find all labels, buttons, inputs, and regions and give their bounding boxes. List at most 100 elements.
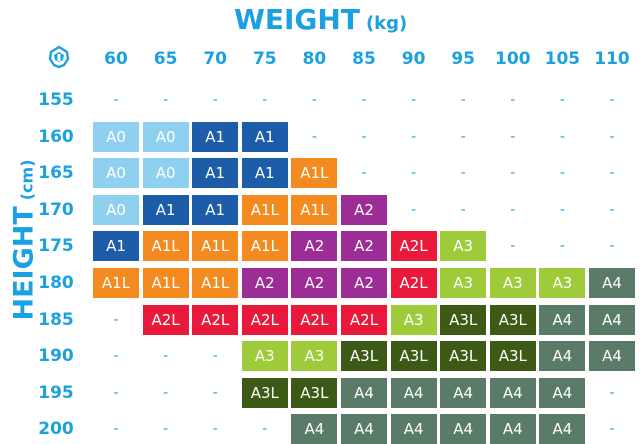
empty-cell: -	[460, 165, 466, 182]
size-cell-a3l: A3L	[341, 341, 387, 372]
size-cell-a2l: A2L	[390, 268, 437, 298]
size-cell-a3l: A3L	[440, 304, 487, 335]
size-cell-a3l: A3L	[489, 341, 536, 372]
size-cell-a4: A4	[489, 414, 536, 444]
size-cell-a2: A2	[341, 268, 387, 298]
weight-title: WEIGHT (kg)	[234, 2, 407, 38]
row-header-175: 175	[38, 236, 74, 257]
size-cell-a1: A1	[241, 158, 288, 189]
size-cell-a1l: A1L	[241, 194, 288, 225]
empty-cell: -	[609, 238, 615, 255]
empty-cell: -	[559, 165, 565, 182]
size-cell-a3l: A3L	[241, 377, 288, 408]
size-cell-a1l: A1L	[142, 268, 189, 298]
row-header-170: 170	[38, 199, 74, 220]
size-cell-a3l: A3L	[291, 377, 338, 408]
empty-cell: -	[262, 421, 268, 438]
row-header-190: 190	[38, 346, 74, 367]
empty-cell: -	[559, 128, 565, 145]
empty-cell: -	[361, 165, 367, 182]
size-cell-a0: A0	[142, 158, 189, 189]
size-cell-a0: A0	[93, 121, 139, 152]
size-cell-a3: A3	[440, 231, 487, 262]
size-cell-a3: A3	[539, 268, 586, 298]
size-cell-a1l: A1L	[142, 231, 189, 262]
empty-cell: -	[411, 165, 417, 182]
empty-cell: -	[311, 92, 317, 108]
size-cell-a1: A1	[241, 121, 288, 152]
size-cell-a3: A3	[440, 268, 487, 298]
empty-cell: -	[113, 384, 119, 401]
size-cell-a4: A4	[291, 414, 338, 444]
empty-cell: -	[609, 165, 615, 182]
empty-cell: -	[113, 92, 119, 108]
size-cell-a4: A4	[539, 304, 586, 335]
row-header-160: 160	[38, 126, 74, 147]
size-cell-a1l: A1L	[192, 231, 239, 262]
size-cell-a0: A0	[142, 121, 189, 152]
size-cell-a4: A4	[539, 341, 586, 372]
size-cell-a2l: A2L	[291, 304, 338, 335]
empty-cell: -	[163, 348, 169, 365]
empty-cell: -	[212, 421, 218, 438]
empty-cell: -	[163, 421, 169, 438]
size-cell-a1l: A1L	[291, 194, 338, 225]
empty-cell: -	[559, 238, 565, 255]
size-cell-a2: A2	[341, 194, 387, 225]
empty-cell: -	[411, 128, 417, 145]
size-cell-a1l: A1L	[291, 158, 338, 189]
size-cell-a0: A0	[93, 194, 139, 225]
size-cell-a2l: A2L	[390, 231, 437, 262]
size-cell-a2l: A2L	[241, 304, 288, 335]
weight-title-text: WEIGHT	[234, 3, 360, 36]
size-cell-a0: A0	[93, 158, 139, 189]
size-cell-a1: A1	[192, 158, 239, 189]
size-cell-a1l: A1L	[241, 231, 288, 262]
empty-cell: -	[460, 128, 466, 145]
empty-cell: -	[212, 384, 218, 401]
size-cell-a3l: A3L	[440, 341, 487, 372]
column-header-95: 95	[451, 49, 476, 69]
helmet-icon	[47, 45, 71, 69]
column-header-75: 75	[252, 49, 277, 69]
size-cell-a4: A4	[341, 414, 387, 444]
weight-title-unit: (kg)	[365, 13, 408, 34]
empty-cell: -	[559, 92, 565, 108]
size-cell-a4: A4	[341, 377, 387, 408]
size-cell-a2l: A2L	[142, 304, 189, 335]
size-cell-a4: A4	[390, 414, 437, 444]
empty-cell: -	[212, 348, 218, 365]
size-cell-a3: A3	[291, 341, 338, 372]
column-header-100: 100	[495, 49, 531, 69]
height-title-text: HEIGHT	[8, 206, 40, 321]
empty-cell: -	[163, 92, 169, 108]
empty-cell: -	[559, 201, 565, 218]
row-header-155: 155	[38, 90, 74, 110]
size-cell-a1l: A1L	[93, 268, 139, 298]
size-cell-a4: A4	[589, 268, 635, 298]
row-header-165: 165	[38, 163, 74, 184]
column-header-65: 65	[153, 49, 178, 69]
size-cell-a3l: A3L	[390, 341, 437, 372]
row-header-195: 195	[38, 382, 74, 403]
row-header-185: 185	[38, 309, 74, 330]
empty-cell: -	[460, 92, 466, 108]
size-cell-a2: A2	[291, 268, 338, 298]
empty-cell: -	[510, 128, 516, 145]
row-header-180: 180	[38, 273, 74, 293]
column-header-60: 60	[104, 49, 128, 69]
empty-cell: -	[361, 92, 367, 108]
size-cell-a4: A4	[440, 377, 487, 408]
empty-cell: -	[609, 421, 615, 438]
column-header-70: 70	[203, 49, 228, 69]
empty-cell: -	[262, 92, 268, 108]
size-cell-a4: A4	[489, 377, 536, 408]
empty-cell: -	[411, 201, 417, 218]
empty-cell: -	[113, 421, 119, 438]
empty-cell: -	[510, 92, 516, 108]
size-cell-a4: A4	[539, 414, 586, 444]
size-cell-a4: A4	[390, 377, 437, 408]
empty-cell: -	[609, 384, 615, 401]
size-cell-a3l: A3L	[489, 304, 536, 335]
empty-cell: -	[411, 92, 417, 108]
